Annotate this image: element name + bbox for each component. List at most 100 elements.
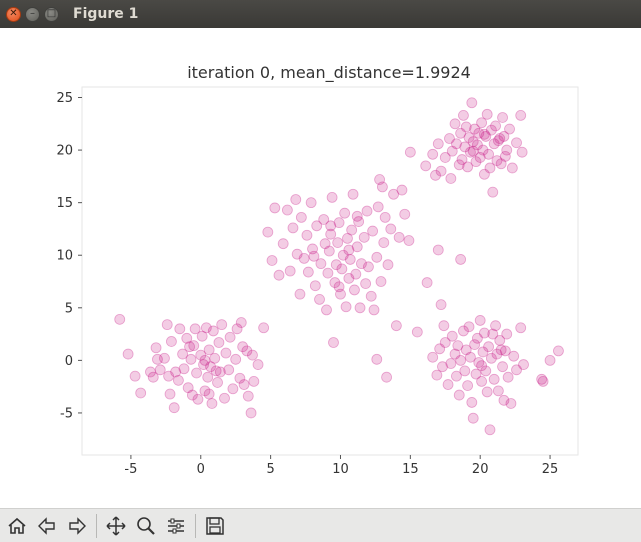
scatter-point (129, 370, 141, 382)
scatter-point (467, 412, 479, 424)
scatter-point (164, 388, 176, 400)
scatter-point (206, 398, 218, 409)
scatter-point (431, 369, 443, 381)
scatter-point (376, 181, 388, 193)
scatter-point (490, 120, 501, 132)
home-icon[interactable] (4, 513, 30, 539)
scatter-point (188, 340, 200, 352)
scatter-point (301, 229, 313, 241)
scatter-point (354, 302, 366, 314)
scatter-point (396, 184, 408, 196)
scatter-point (340, 301, 352, 313)
scatter-point (474, 152, 486, 163)
scatter-point (343, 244, 355, 256)
scatter-point (501, 144, 513, 156)
scatter-point (378, 237, 390, 249)
scatter-point (273, 269, 285, 281)
scatter-point (166, 336, 177, 347)
scatter-point (462, 380, 474, 392)
x-tick-label: 5 (266, 462, 274, 477)
scatter-point (504, 123, 515, 135)
scatter-point (478, 327, 490, 339)
scatter-point (318, 214, 330, 225)
scatter-point (333, 217, 345, 229)
scatter-point (465, 351, 476, 363)
scatter-point (200, 322, 212, 334)
y-tick-label: -5 (60, 406, 73, 421)
forward-arrow-icon[interactable] (64, 513, 90, 539)
scatter-point (212, 377, 223, 388)
scatter-point (470, 156, 482, 168)
scatter-point (390, 320, 402, 332)
back-arrow-icon[interactable] (34, 513, 60, 539)
scatter-point (427, 148, 439, 160)
scatter-point (460, 344, 472, 356)
scatter-point (237, 341, 249, 353)
scatter-point (465, 146, 476, 158)
scatter-point (122, 348, 134, 360)
x-tick-label: 20 (472, 462, 489, 477)
scatter-point (432, 138, 444, 150)
scatter-point (499, 345, 511, 357)
scatter-point (347, 188, 359, 200)
scatter-point (484, 162, 496, 174)
y-tick-label: 25 (56, 91, 73, 106)
save-floppy-icon[interactable] (202, 513, 228, 539)
scatter-point (339, 207, 351, 219)
y-tick-label: 15 (56, 196, 73, 211)
scatter-point (195, 349, 207, 361)
scatter-point (449, 348, 461, 360)
scatter-point (350, 268, 362, 280)
scatter-point (337, 249, 349, 261)
scatter-point (458, 325, 469, 337)
scatter-point (502, 371, 514, 383)
scatter-point (445, 173, 457, 184)
scatter-point (466, 97, 478, 109)
zoom-magnifier-icon[interactable] (133, 513, 159, 539)
scatter-point (506, 162, 518, 174)
scatter-point (336, 263, 348, 275)
scatter-point (290, 194, 302, 205)
scatter-point (329, 277, 341, 288)
scatter-point (308, 250, 320, 262)
scatter-point (302, 266, 314, 278)
scatter-point (342, 233, 353, 244)
scatter-point (382, 259, 394, 271)
scatter-point (361, 205, 373, 217)
scatter-point (189, 323, 201, 335)
minimize-window-icon[interactable]: – (25, 6, 40, 22)
scatter-point (487, 186, 499, 198)
scatter-point (147, 371, 159, 383)
scatter-point (177, 348, 188, 360)
scatter-point (358, 231, 370, 243)
scatter-point (495, 344, 507, 356)
scatter-point (480, 131, 492, 142)
scatter-point (266, 255, 278, 266)
scatter-point (174, 323, 186, 335)
scatter-point (319, 238, 331, 250)
scatter-point (223, 364, 235, 376)
scatter-point (367, 225, 379, 237)
scatter-point (196, 330, 208, 342)
scatter-point (393, 231, 405, 243)
maximize-window-icon[interactable]: □ (44, 6, 59, 22)
scatter-point (328, 337, 339, 348)
scatter-point (481, 108, 493, 120)
subplots-config-icon[interactable] (163, 513, 189, 539)
scatter-point (481, 386, 493, 398)
scatter-point (476, 375, 487, 387)
scatter-point (432, 244, 444, 256)
scatter-point (182, 382, 194, 394)
scatter-point (163, 370, 175, 382)
scatter-point (235, 317, 247, 328)
scatter-point (353, 216, 365, 227)
pan-move-icon[interactable] (103, 513, 129, 539)
scatter-point (199, 354, 211, 366)
points-layer (114, 97, 564, 436)
scatter-point (491, 348, 503, 360)
scatter-point (505, 398, 517, 409)
scatter-point (427, 351, 439, 363)
close-window-icon[interactable]: ✕ (6, 6, 21, 22)
scatter-point (445, 358, 457, 369)
scatter-point (451, 370, 462, 382)
